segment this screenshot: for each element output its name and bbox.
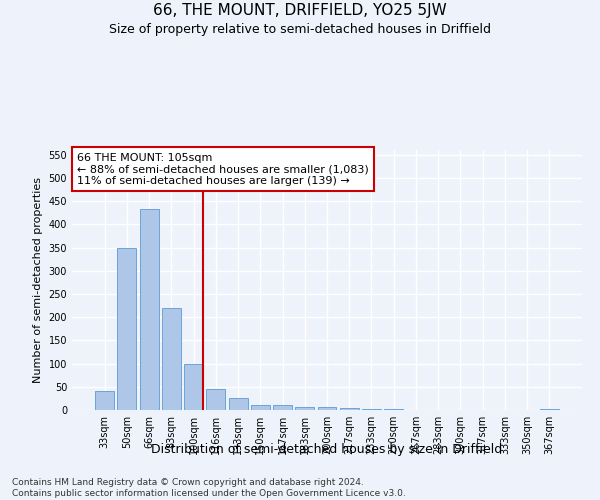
Text: Distribution of semi-detached houses by size in Driffield: Distribution of semi-detached houses by …: [151, 442, 503, 456]
Bar: [95, 392, 114, 410]
Text: 66 THE MOUNT: 105sqm
← 88% of semi-detached houses are smaller (1,083)
11% of se: 66 THE MOUNT: 105sqm ← 88% of semi-detac…: [77, 152, 369, 186]
Bar: [540, 409, 559, 410]
Bar: [184, 364, 203, 410]
Bar: [206, 389, 225, 410]
Bar: [229, 398, 248, 410]
Text: Contains HM Land Registry data © Crown copyright and database right 2024.
Contai: Contains HM Land Registry data © Crown c…: [12, 478, 406, 498]
Text: Size of property relative to semi-detached houses in Driffield: Size of property relative to semi-detach…: [109, 22, 491, 36]
Bar: [118, 248, 136, 410]
Bar: [140, 210, 158, 410]
Bar: [251, 406, 270, 410]
Bar: [162, 308, 181, 410]
Y-axis label: Number of semi-detached properties: Number of semi-detached properties: [33, 177, 43, 383]
Bar: [273, 406, 292, 410]
Bar: [317, 407, 337, 410]
Bar: [384, 409, 403, 410]
Bar: [340, 408, 359, 410]
Text: 66, THE MOUNT, DRIFFIELD, YO25 5JW: 66, THE MOUNT, DRIFFIELD, YO25 5JW: [153, 2, 447, 18]
Bar: [362, 409, 381, 410]
Bar: [295, 407, 314, 410]
